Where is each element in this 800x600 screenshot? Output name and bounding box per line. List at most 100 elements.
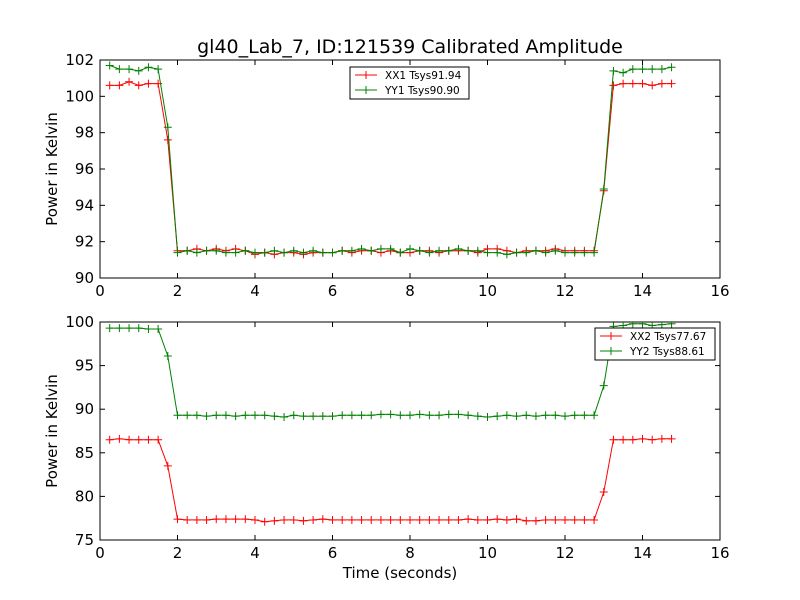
legend: XX2 Tsys77.67 YY2 Tsys88.61 [594, 327, 716, 361]
x-tick-label: 8 [405, 282, 415, 300]
y-tick-label: 94 [75, 196, 94, 214]
data-point-marker [493, 412, 502, 421]
data-point-marker [541, 411, 550, 420]
data-point-marker [454, 515, 463, 524]
data-point-marker [105, 435, 114, 444]
chart-title: gl40_Lab_7, ID:121539 Calibrated Amplitu… [197, 36, 623, 58]
data-point-marker [609, 66, 618, 75]
data-point-marker [638, 434, 647, 443]
legend-label: YY2 Tsys88.61 [629, 346, 705, 358]
data-point-marker [125, 65, 134, 74]
data-point-marker [512, 248, 521, 257]
data-point-marker [115, 81, 124, 90]
data-point-marker [657, 322, 666, 329]
data-point-marker [435, 411, 444, 420]
data-point-marker [154, 324, 163, 333]
data-point-marker [580, 515, 589, 524]
x-tick-label: 6 [328, 282, 338, 300]
data-point-marker [192, 248, 201, 257]
data-point-marker [270, 516, 279, 525]
data-point-marker [289, 515, 298, 524]
data-point-marker [599, 184, 608, 193]
data-point-marker [328, 515, 337, 524]
data-point-marker [531, 412, 540, 421]
data-point-marker [609, 81, 618, 90]
data-point-marker [396, 411, 405, 420]
data-point-marker [425, 411, 434, 420]
x-tick-label: 0 [95, 282, 105, 300]
x-tick-label: 8 [405, 544, 415, 562]
data-point-marker [202, 412, 211, 421]
data-point-marker [599, 381, 608, 390]
data-point-marker [270, 246, 279, 255]
data-point-marker [667, 63, 676, 72]
data-point-marker [512, 515, 521, 524]
data-point-marker [454, 410, 463, 419]
data-point-marker [425, 515, 434, 524]
data-point-marker [212, 246, 221, 255]
data-point-marker [406, 411, 414, 420]
data-point-marker [435, 515, 444, 524]
data-point-marker [502, 515, 511, 524]
data-point-marker [260, 517, 269, 526]
data-point-marker [173, 411, 182, 420]
data-point-marker [415, 246, 424, 255]
data-point-marker [648, 65, 657, 74]
x-tick-label: 16 [710, 282, 729, 300]
data-point-marker [163, 135, 172, 144]
data-point-marker [338, 411, 347, 420]
data-point-marker [260, 248, 269, 257]
data-point-marker [163, 461, 172, 470]
data-point-marker [163, 352, 172, 361]
data-point-marker [309, 515, 318, 524]
data-point-marker [638, 65, 647, 74]
data-point-marker [202, 246, 211, 255]
data-point-marker [464, 411, 473, 420]
data-point-marker [347, 411, 356, 420]
top-panel: 0 2 4 6 8 10 12 14 16 90 92 94 96 98 100 102 Power in Ke… [43, 51, 730, 300]
data-point-marker [338, 246, 347, 255]
y-tick-label: 96 [75, 160, 94, 178]
legend-marker [362, 86, 370, 94]
legend: XX1 Tsys91.94 YY1 Tsys90.90 [349, 66, 470, 100]
data-point-marker [299, 248, 308, 257]
data-point-marker [580, 411, 589, 420]
data-point-marker [241, 246, 250, 255]
data-point-marker [473, 246, 482, 255]
data-point-marker [386, 515, 395, 524]
x-tick-label: 4 [250, 544, 260, 562]
data-point-marker [590, 411, 599, 420]
data-point-marker [541, 515, 550, 524]
data-point-marker [289, 246, 298, 255]
data-point-marker [657, 434, 666, 443]
data-point-marker [657, 65, 666, 74]
data-point-marker [609, 435, 618, 444]
data-point-marker [376, 515, 385, 524]
data-point-marker [590, 248, 599, 257]
legend-label: XX2 Tsys77.67 [630, 331, 706, 343]
data-point-marker [251, 515, 259, 524]
data-point-marker [493, 248, 502, 257]
data-point-marker [280, 413, 289, 422]
data-point-marker [599, 488, 608, 497]
x-tick-label: 2 [173, 544, 183, 562]
y-tick-label: 102 [65, 51, 94, 69]
y-tick-label: 75 [75, 531, 94, 549]
data-point-marker [154, 435, 163, 444]
x-tick-label: 4 [250, 282, 260, 300]
data-point-marker [357, 244, 366, 253]
data-point-marker [657, 79, 666, 88]
data-point-marker [406, 244, 414, 253]
data-point-marker [280, 248, 289, 257]
data-point-marker [299, 516, 308, 525]
data-point-marker [192, 515, 201, 524]
data-point-marker [638, 322, 647, 328]
data-point-marker [125, 435, 134, 444]
series-group [105, 322, 676, 526]
data-point-marker [667, 79, 676, 88]
data-point-marker [347, 246, 356, 255]
data-point-marker [628, 79, 637, 88]
data-point-marker [619, 79, 628, 88]
data-point-marker [183, 246, 192, 255]
data-point-marker [270, 412, 279, 421]
